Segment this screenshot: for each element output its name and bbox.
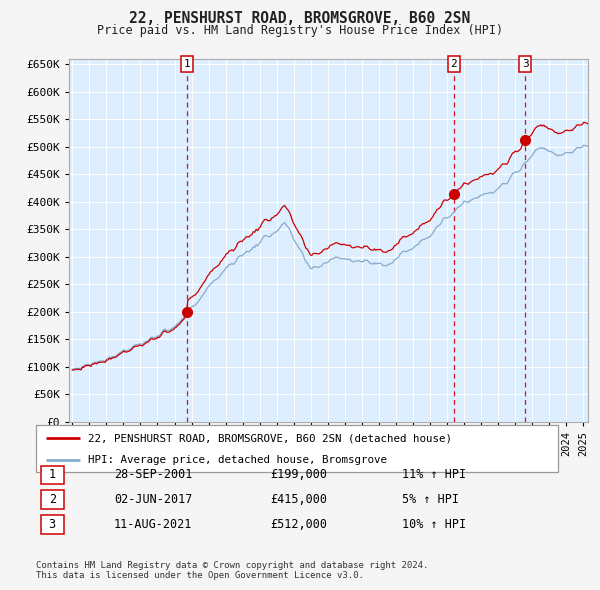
Text: 2: 2 (49, 493, 56, 506)
Text: 11% ↑ HPI: 11% ↑ HPI (402, 468, 466, 481)
Text: £199,000: £199,000 (270, 468, 327, 481)
Text: 2: 2 (451, 59, 457, 69)
Text: 22, PENSHURST ROAD, BROMSGROVE, B60 2SN: 22, PENSHURST ROAD, BROMSGROVE, B60 2SN (130, 11, 470, 25)
Text: 22, PENSHURST ROAD, BROMSGROVE, B60 2SN (detached house): 22, PENSHURST ROAD, BROMSGROVE, B60 2SN … (88, 433, 452, 443)
Text: 10% ↑ HPI: 10% ↑ HPI (402, 518, 466, 531)
Text: HPI: Average price, detached house, Bromsgrove: HPI: Average price, detached house, Brom… (88, 455, 387, 465)
Text: 5% ↑ HPI: 5% ↑ HPI (402, 493, 459, 506)
Text: £512,000: £512,000 (270, 518, 327, 531)
Text: 28-SEP-2001: 28-SEP-2001 (114, 468, 193, 481)
Text: £415,000: £415,000 (270, 493, 327, 506)
Text: 3: 3 (522, 59, 529, 69)
Text: 1: 1 (184, 59, 191, 69)
Text: Contains HM Land Registry data © Crown copyright and database right 2024.: Contains HM Land Registry data © Crown c… (36, 560, 428, 569)
Text: 11-AUG-2021: 11-AUG-2021 (114, 518, 193, 531)
Text: 02-JUN-2017: 02-JUN-2017 (114, 493, 193, 506)
Text: 1: 1 (49, 468, 56, 481)
Text: This data is licensed under the Open Government Licence v3.0.: This data is licensed under the Open Gov… (36, 571, 364, 579)
Text: 3: 3 (49, 518, 56, 531)
Text: Price paid vs. HM Land Registry's House Price Index (HPI): Price paid vs. HM Land Registry's House … (97, 24, 503, 37)
